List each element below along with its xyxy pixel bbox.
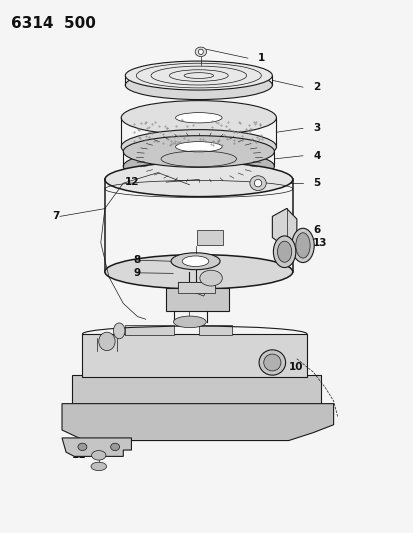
Ellipse shape bbox=[123, 150, 274, 182]
Ellipse shape bbox=[121, 130, 276, 164]
Ellipse shape bbox=[110, 443, 119, 450]
Text: 13: 13 bbox=[313, 238, 327, 248]
Text: 2: 2 bbox=[313, 82, 320, 92]
Polygon shape bbox=[62, 403, 333, 441]
Ellipse shape bbox=[91, 462, 106, 471]
Ellipse shape bbox=[123, 136, 274, 167]
Ellipse shape bbox=[291, 228, 313, 263]
Ellipse shape bbox=[182, 256, 208, 266]
Ellipse shape bbox=[273, 236, 295, 268]
Text: 12: 12 bbox=[125, 177, 140, 187]
Text: 4: 4 bbox=[313, 151, 320, 161]
Ellipse shape bbox=[121, 101, 276, 135]
Text: 1: 1 bbox=[257, 53, 265, 63]
Ellipse shape bbox=[277, 241, 291, 262]
Ellipse shape bbox=[173, 316, 206, 328]
Ellipse shape bbox=[125, 70, 272, 100]
Ellipse shape bbox=[199, 270, 222, 286]
Polygon shape bbox=[196, 230, 223, 245]
Ellipse shape bbox=[254, 180, 261, 187]
Ellipse shape bbox=[295, 233, 309, 258]
Ellipse shape bbox=[113, 323, 125, 339]
Polygon shape bbox=[166, 282, 229, 311]
Text: 10: 10 bbox=[288, 362, 302, 372]
Polygon shape bbox=[272, 208, 296, 248]
Ellipse shape bbox=[175, 142, 222, 152]
Text: 6: 6 bbox=[313, 224, 320, 235]
Ellipse shape bbox=[195, 47, 206, 56]
Text: 9: 9 bbox=[133, 268, 140, 278]
Polygon shape bbox=[125, 325, 174, 335]
Text: 7: 7 bbox=[52, 212, 59, 221]
Ellipse shape bbox=[104, 255, 292, 289]
Polygon shape bbox=[62, 438, 131, 456]
Polygon shape bbox=[72, 375, 320, 406]
Ellipse shape bbox=[171, 253, 220, 270]
Ellipse shape bbox=[78, 443, 87, 450]
Polygon shape bbox=[178, 282, 215, 293]
Ellipse shape bbox=[99, 332, 115, 351]
Ellipse shape bbox=[198, 49, 203, 54]
Ellipse shape bbox=[259, 350, 285, 375]
Text: 6314  500: 6314 500 bbox=[11, 16, 95, 31]
Text: 5: 5 bbox=[313, 178, 320, 188]
Ellipse shape bbox=[249, 176, 266, 191]
Ellipse shape bbox=[91, 450, 106, 460]
Polygon shape bbox=[82, 334, 306, 377]
Ellipse shape bbox=[104, 163, 292, 197]
Text: 11: 11 bbox=[72, 450, 86, 460]
Ellipse shape bbox=[263, 354, 280, 371]
Text: 3: 3 bbox=[313, 123, 320, 133]
Ellipse shape bbox=[175, 112, 222, 123]
Text: 8: 8 bbox=[133, 255, 140, 265]
Polygon shape bbox=[198, 325, 231, 335]
Ellipse shape bbox=[125, 61, 272, 90]
